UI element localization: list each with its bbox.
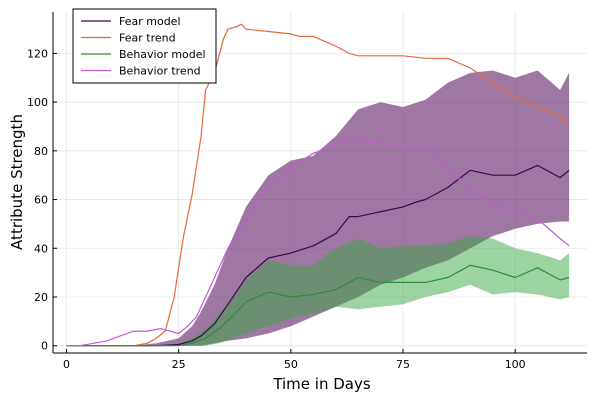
y-tick-label: 80 — [34, 145, 48, 158]
series-lines — [66, 23, 570, 347]
x-tick-label: 0 — [63, 358, 70, 371]
y-tick-label: 40 — [34, 242, 48, 255]
y-tick-label: 100 — [27, 96, 48, 109]
legend-label-behavior-model: Behavior model — [119, 48, 206, 61]
x-tick-label: 25 — [172, 358, 186, 371]
y-tick-label: 20 — [34, 291, 48, 304]
x-axis-title: Time in Days — [272, 375, 371, 393]
legend-label-behavior-trend: Behavior trend — [119, 65, 201, 78]
tick-labels: 0 25 50 75 100 0 20 40 60 80 100 120 — [27, 47, 526, 371]
legend-label-fear-model: Fear model — [119, 15, 181, 28]
x-tick-label: 75 — [396, 358, 410, 371]
y-axis-title: Attribute Strength — [8, 114, 26, 250]
series-line-behavior-trend — [66, 138, 570, 347]
x-tick-label: 50 — [284, 358, 298, 371]
x-tick-label: 100 — [505, 358, 526, 371]
series-line-fear-trend — [66, 23, 570, 347]
confidence-bands — [66, 70, 570, 346]
series-line-fear-model — [66, 164, 570, 347]
series-line-behavior-model — [66, 264, 570, 347]
legend: Fear model Fear trend Behavior model Behavi… — [72, 8, 217, 84]
confidence-band-1 — [66, 236, 570, 346]
y-tick-label: 0 — [41, 340, 48, 353]
confidence-band-0 — [66, 70, 570, 346]
legend-label-fear-trend: Fear trend — [119, 32, 176, 45]
y-tick-label: 60 — [34, 194, 48, 207]
y-tick-label: 120 — [27, 47, 48, 60]
axes — [52, 12, 587, 354]
